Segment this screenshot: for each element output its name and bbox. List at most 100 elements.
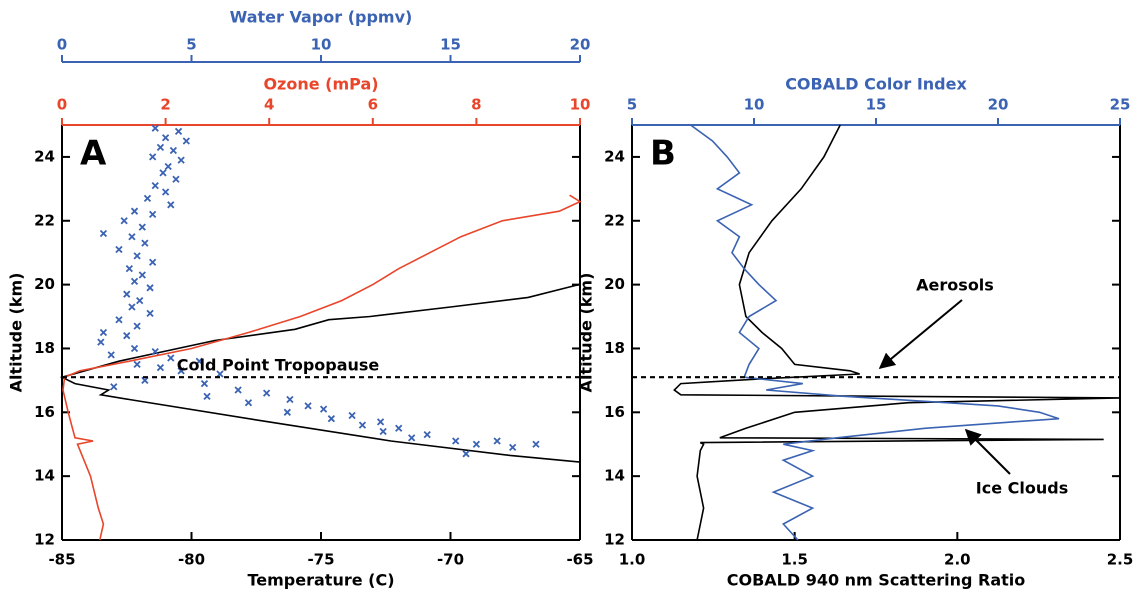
profile-line	[690, 124, 1060, 541]
scatter-point	[130, 207, 139, 215]
scatter-point	[164, 162, 172, 171]
scatter-point	[123, 332, 131, 340]
scatter-point	[97, 338, 105, 346]
scatter-point	[161, 188, 170, 196]
scatter-point	[156, 143, 165, 151]
scatter-point	[423, 431, 431, 439]
x2-tick-label: 10	[744, 96, 765, 114]
scatter-point	[138, 223, 146, 231]
y-tick-label: 20	[604, 275, 625, 293]
annotation-arrow	[964, 428, 1011, 475]
x-tick-label: 2.0	[944, 551, 971, 569]
scatter-point	[151, 182, 159, 190]
annotation-arrow	[878, 299, 963, 370]
scatter-point	[99, 328, 108, 337]
x2-tick-label: 4	[264, 96, 274, 114]
x3-tick-label: 10	[311, 36, 332, 54]
scatter-point	[177, 367, 185, 375]
x2-tick-label: 6	[368, 96, 378, 114]
scatter-point	[167, 354, 175, 362]
x3-tick-label: 20	[570, 36, 591, 54]
x2-tick-label: 2	[160, 96, 170, 114]
scatter-point	[167, 201, 175, 209]
scatter-point	[532, 440, 540, 448]
scatter-point	[452, 437, 460, 445]
y-tick-label: 14	[34, 467, 55, 485]
x3-axis-title: Water Vapor (ppmv)	[230, 8, 413, 27]
scatter-point	[177, 156, 185, 164]
scatter-point	[115, 245, 123, 254]
scatter-point	[408, 434, 416, 442]
x-axis-title: COBALD 940 nm Scattering Ratio	[727, 571, 1026, 590]
y-tick-label: 14	[604, 467, 625, 485]
scatter-point	[262, 389, 271, 397]
scatter-point	[161, 134, 170, 142]
x2-tick-label: 8	[471, 96, 481, 114]
scatter-point	[216, 370, 224, 378]
x2-tick-label: 10	[570, 96, 591, 114]
x-tick-label: 1.5	[781, 551, 808, 569]
x2-axis-title: Ozone (mPa)	[263, 75, 378, 94]
scatter-point	[286, 395, 294, 404]
annotation: Ice Clouds	[976, 479, 1068, 498]
scatter-point	[128, 303, 136, 311]
scatter-point	[327, 415, 335, 423]
scatter-point	[99, 229, 108, 238]
scatter-point	[195, 357, 203, 365]
panel-label: B	[650, 134, 676, 174]
y-axis-title: Altitude (km)	[7, 273, 26, 393]
scatter-point	[395, 424, 403, 432]
scatter-point	[141, 376, 149, 385]
x-axis-title: Temperature (C)	[247, 571, 394, 590]
scatter-point	[128, 233, 136, 241]
y-tick-label: 20	[34, 275, 55, 293]
scatter-point	[130, 277, 139, 286]
scatter-point	[149, 210, 157, 219]
x2-axis-title: COBALD Color Index	[785, 75, 967, 94]
y-tick-label: 12	[604, 531, 625, 549]
annotation: Cold Point Tropopause	[177, 356, 380, 375]
scatter-point	[125, 265, 133, 273]
y-tick-label: 18	[604, 339, 625, 357]
scatter-point	[149, 153, 157, 161]
x-tick-label: 2.5	[1107, 551, 1134, 569]
profile-line	[62, 194, 582, 541]
scatter-point	[174, 127, 183, 136]
scatter-point	[146, 309, 154, 317]
x2-tick-label: 20	[988, 96, 1009, 114]
y-tick-label: 22	[604, 211, 625, 229]
scatter-point	[143, 194, 152, 203]
y-tick-label: 22	[34, 211, 55, 229]
scatter-point	[133, 360, 141, 369]
scatter-point	[472, 440, 481, 448]
scatter-point	[149, 258, 157, 266]
scatter-point	[141, 239, 149, 247]
scatter-point	[304, 402, 312, 410]
scatter-point	[244, 399, 253, 407]
scatter-point	[493, 437, 501, 445]
scatter-point	[136, 296, 144, 305]
scatter-point	[130, 344, 139, 353]
scatter-point	[283, 408, 291, 416]
x-tick-label: -85	[48, 551, 75, 569]
x-tick-label: -65	[566, 551, 593, 569]
x2-tick-label: 15	[866, 96, 887, 114]
scatter-point	[133, 322, 141, 330]
scatter-point	[123, 290, 131, 298]
scatter-point	[107, 351, 115, 359]
y-tick-label: 16	[604, 403, 625, 421]
y-tick-label: 24	[34, 147, 55, 165]
scatter-point	[172, 175, 180, 183]
y-axis-title: Altitude (km)	[577, 273, 596, 393]
annotation: Aerosols	[916, 276, 994, 295]
y-tick-label: 18	[34, 339, 55, 357]
scatter-point	[138, 271, 146, 279]
scatter-point	[358, 421, 367, 429]
x3-tick-label: 15	[440, 36, 461, 54]
x2-tick-label: 0	[57, 96, 67, 114]
x-tick-label: 1.0	[619, 551, 646, 569]
scatter-point	[156, 363, 165, 372]
scatter-point	[159, 169, 167, 177]
y-tick-label: 24	[604, 147, 625, 165]
